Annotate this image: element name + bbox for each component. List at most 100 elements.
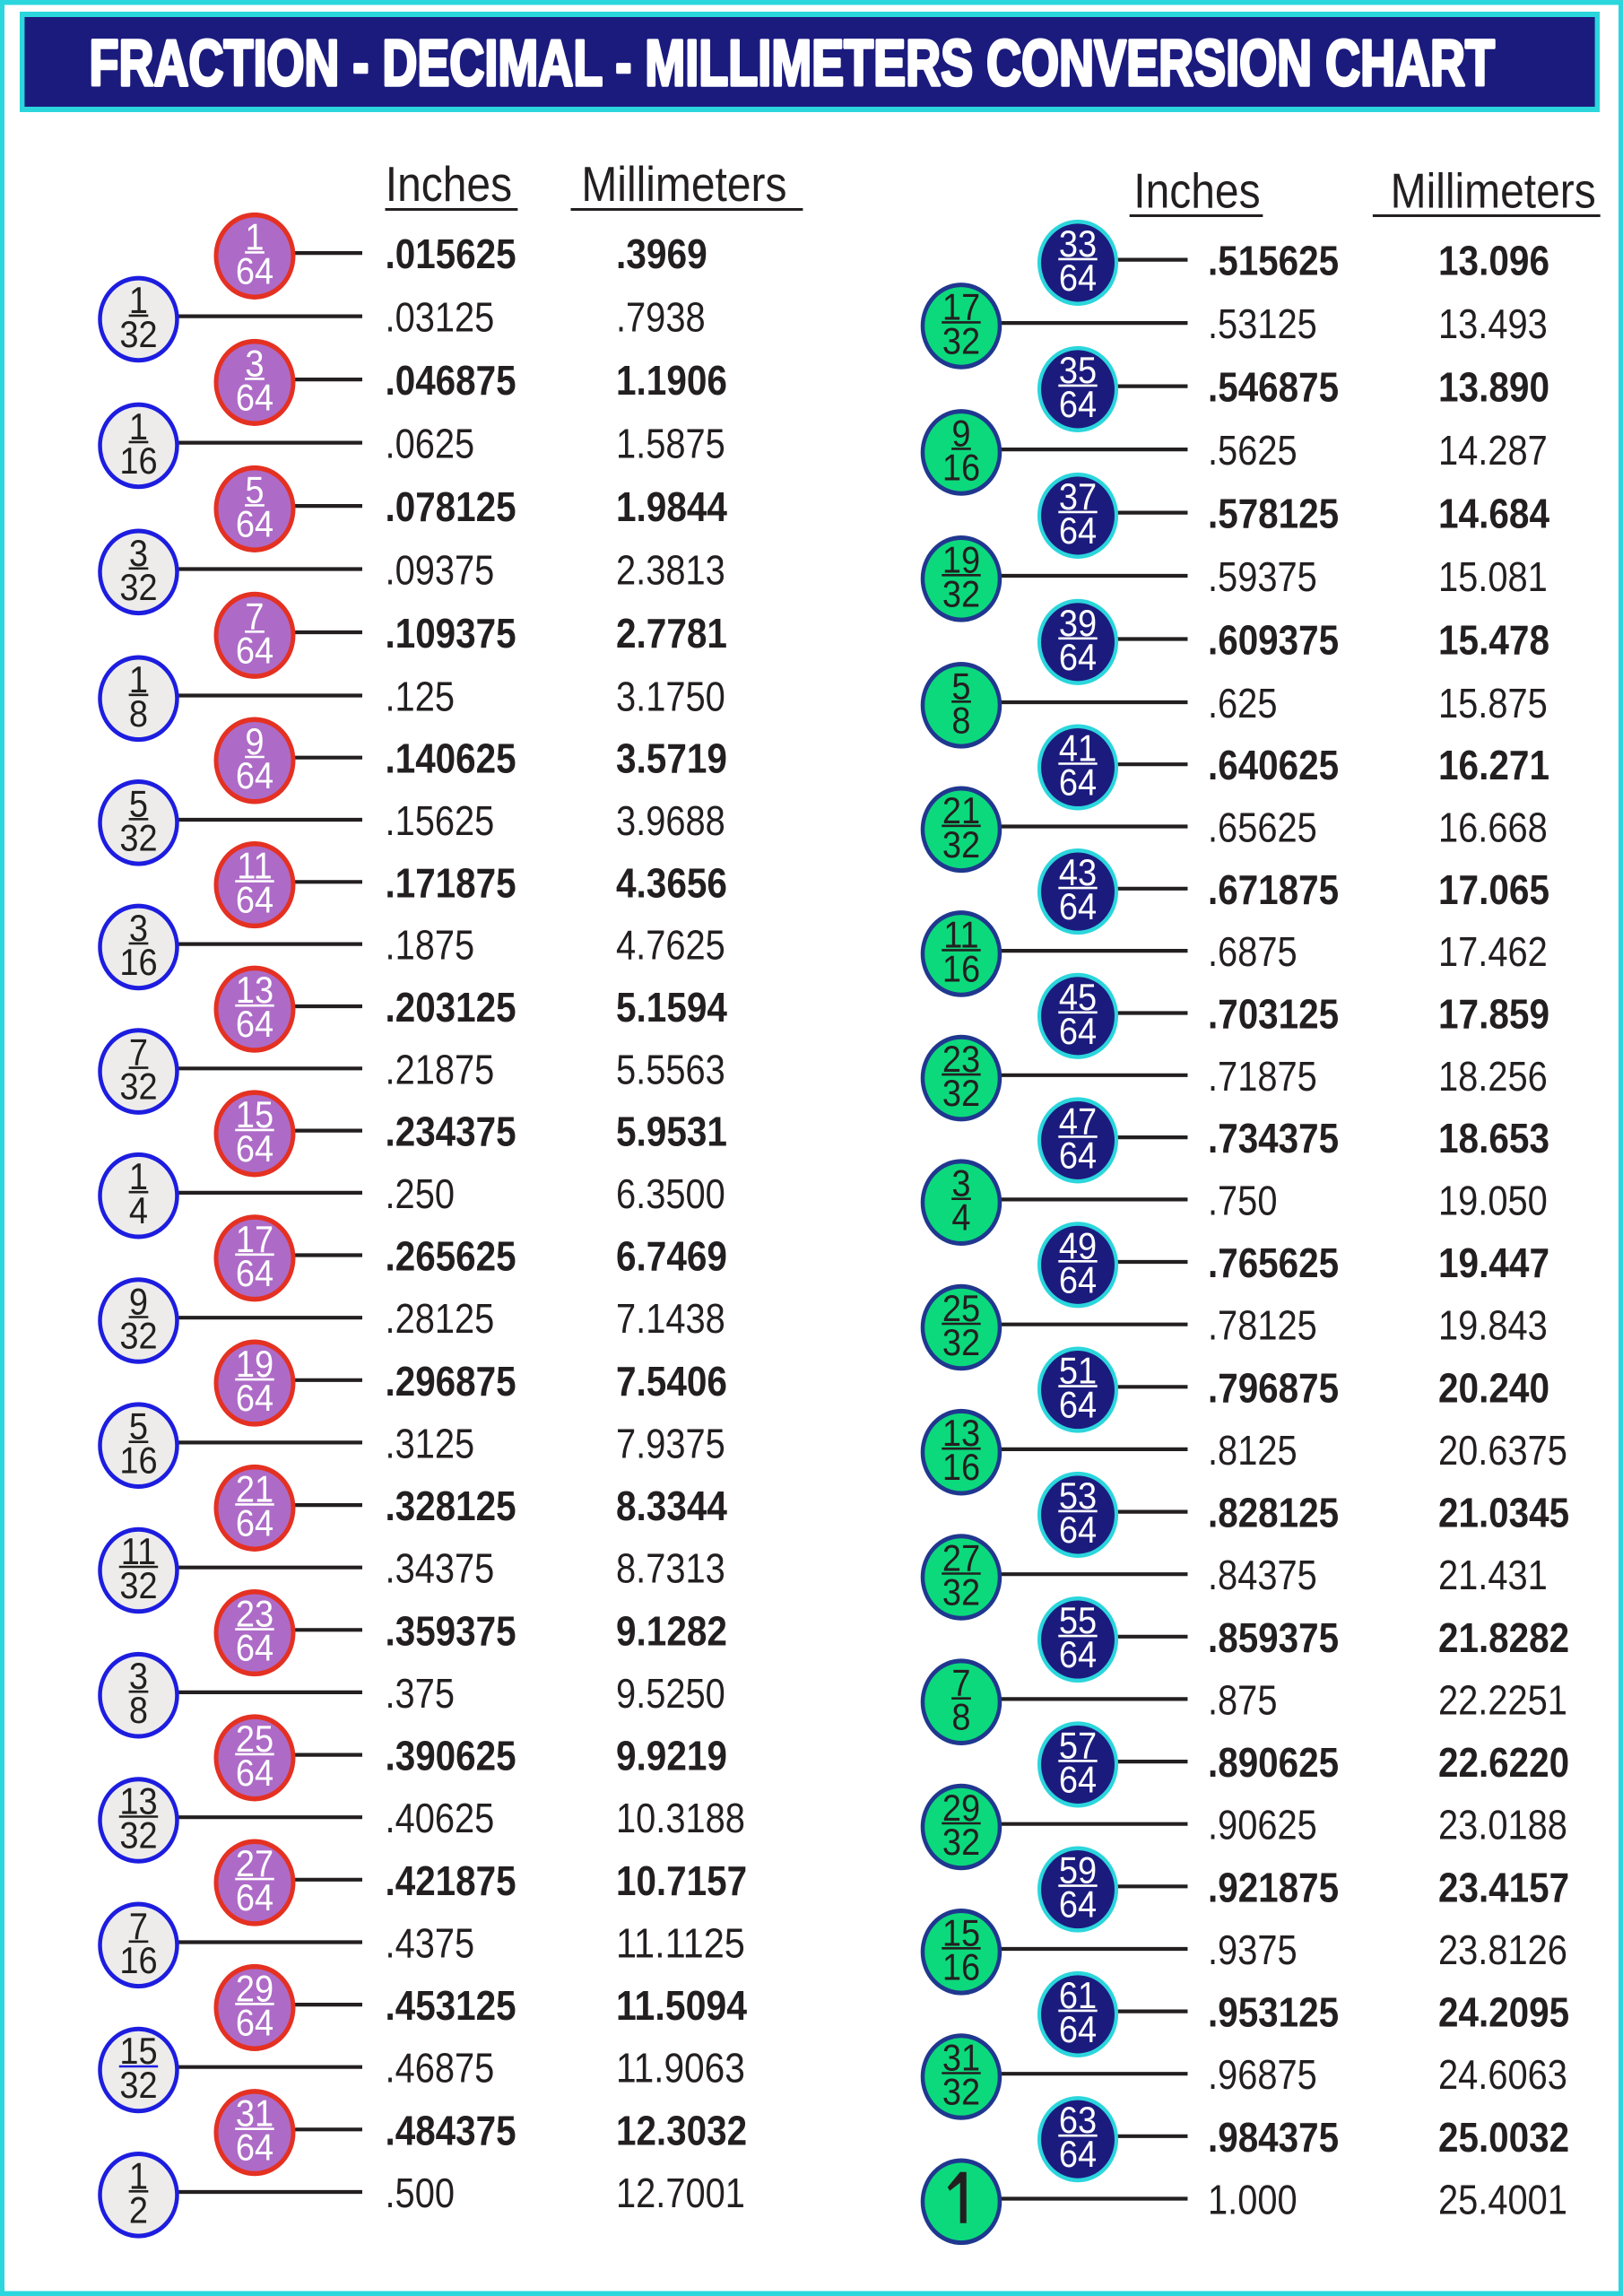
svg-text:11.1125: 11.1125 (616, 1921, 745, 1967)
svg-text:32: 32 (119, 2065, 157, 2106)
svg-text:64: 64 (236, 2003, 273, 2044)
svg-text:.484375: .484375 (386, 2108, 516, 2153)
svg-text:.3969: .3969 (616, 231, 707, 277)
svg-text:Millimeters: Millimeters (1391, 164, 1596, 219)
svg-text:16: 16 (942, 448, 980, 489)
svg-text:1.1906: 1.1906 (616, 358, 727, 404)
svg-text:25.4001: 25.4001 (1438, 2178, 1567, 2223)
svg-text:.6875: .6875 (1208, 929, 1298, 975)
svg-text:.578125: .578125 (1208, 491, 1339, 537)
svg-text:7.1438: 7.1438 (616, 1296, 725, 1342)
svg-text:9.1282: 9.1282 (616, 1608, 727, 1654)
svg-text:21.431: 21.431 (1438, 1552, 1548, 1598)
svg-text:64: 64 (236, 251, 273, 292)
svg-text:.234375: .234375 (386, 1109, 516, 1155)
svg-text:18.256: 18.256 (1438, 1054, 1548, 1100)
svg-text:.40625: .40625 (386, 1796, 495, 1841)
svg-text:4.3656: 4.3656 (616, 860, 727, 906)
svg-text:64: 64 (1059, 1135, 1097, 1177)
svg-text:7: 7 (129, 1906, 148, 1947)
svg-text:64: 64 (1059, 2009, 1097, 2050)
svg-text:64: 64 (236, 880, 273, 921)
svg-text:.515625: .515625 (1208, 239, 1339, 284)
svg-text:.859375: .859375 (1208, 1615, 1339, 1661)
svg-text:.890625: .890625 (1208, 1740, 1339, 1786)
svg-text:3.5719: 3.5719 (616, 736, 727, 782)
svg-text:.1875: .1875 (386, 923, 475, 969)
svg-text:32: 32 (119, 1066, 157, 1108)
svg-text:15.478: 15.478 (1438, 618, 1549, 664)
svg-text:.390625: .390625 (386, 1734, 516, 1779)
svg-text:16.271: 16.271 (1438, 743, 1549, 788)
svg-text:17.462: 17.462 (1438, 929, 1548, 975)
svg-text:32: 32 (942, 1322, 980, 1363)
svg-text:22.6220: 22.6220 (1438, 1740, 1569, 1786)
svg-text:.59375: .59375 (1208, 554, 1317, 600)
svg-text:24.2095: 24.2095 (1438, 1990, 1569, 2036)
svg-text:19.050: 19.050 (1438, 1178, 1548, 1224)
svg-text:64: 64 (1059, 1760, 1097, 1801)
svg-text:23.4157: 23.4157 (1438, 1865, 1569, 1910)
svg-text:32: 32 (942, 321, 980, 362)
svg-text:64: 64 (236, 755, 273, 796)
svg-text:16: 16 (942, 949, 980, 990)
svg-text:9: 9 (129, 1282, 148, 1323)
svg-text:3: 3 (129, 1657, 148, 1698)
svg-text:.34375: .34375 (386, 1546, 495, 1592)
svg-text:7.9375: 7.9375 (616, 1422, 725, 1467)
svg-text:64: 64 (1059, 510, 1097, 552)
svg-text:8.7313: 8.7313 (616, 1546, 725, 1592)
svg-text:.90625: .90625 (1208, 1803, 1317, 1848)
svg-text:9.9219: 9.9219 (616, 1734, 727, 1779)
svg-text:Inches: Inches (386, 158, 512, 213)
svg-text:16: 16 (942, 1947, 980, 1988)
svg-text:Inches: Inches (1133, 164, 1260, 219)
svg-text:.250: .250 (386, 1171, 455, 1217)
svg-text:9: 9 (245, 721, 264, 762)
svg-text:64: 64 (236, 378, 273, 419)
svg-text:1.9844: 1.9844 (616, 484, 728, 530)
svg-text:1: 1 (129, 406, 148, 448)
svg-text:.28125: .28125 (386, 1296, 495, 1342)
svg-text:.625: .625 (1208, 681, 1277, 726)
svg-text:32: 32 (119, 1815, 157, 1857)
svg-text:.078125: .078125 (386, 484, 516, 530)
svg-text:64: 64 (236, 1128, 273, 1170)
svg-text:.8125: .8125 (1208, 1428, 1298, 1474)
svg-text:15.081: 15.081 (1438, 554, 1548, 600)
svg-text:.3125: .3125 (386, 1422, 475, 1467)
svg-text:.109375: .109375 (386, 611, 516, 657)
svg-text:.96875: .96875 (1208, 2052, 1317, 2098)
svg-text:32: 32 (942, 1572, 980, 1613)
svg-text:64: 64 (1059, 1260, 1097, 1301)
svg-text:.375: .375 (386, 1671, 455, 1717)
svg-text:8: 8 (951, 700, 970, 742)
svg-text:.46875: .46875 (386, 2046, 495, 2092)
svg-text:5.5563: 5.5563 (616, 1047, 725, 1092)
svg-text:.750: .750 (1208, 1178, 1277, 1224)
svg-text:.953125: .953125 (1208, 1990, 1339, 2036)
svg-text:.78125: .78125 (1208, 1303, 1317, 1349)
svg-text:7.5406: 7.5406 (616, 1359, 727, 1405)
svg-text:Millimeters: Millimeters (581, 158, 786, 213)
svg-text:5: 5 (951, 666, 970, 708)
svg-text:5.1594: 5.1594 (616, 985, 728, 1031)
svg-text:10.3188: 10.3188 (616, 1796, 745, 1841)
svg-text:25.0032: 25.0032 (1438, 2115, 1569, 2161)
svg-text:.265625: .265625 (386, 1234, 516, 1280)
svg-text:21.0345: 21.0345 (1438, 1491, 1569, 1536)
svg-text:11.9063: 11.9063 (616, 2046, 745, 2092)
svg-text:20.240: 20.240 (1438, 1365, 1549, 1411)
svg-text:64: 64 (1059, 384, 1097, 425)
svg-text:.359375: .359375 (386, 1608, 516, 1654)
svg-text:10.7157: 10.7157 (616, 1858, 747, 1904)
svg-text:5.9531: 5.9531 (616, 1109, 727, 1155)
svg-text:.65625: .65625 (1208, 805, 1317, 851)
svg-text:64: 64 (236, 1253, 273, 1294)
svg-text:64: 64 (1059, 1011, 1097, 1052)
svg-text:3.9688: 3.9688 (616, 798, 725, 844)
svg-text:2.3813: 2.3813 (616, 548, 725, 594)
svg-text:64: 64 (1059, 886, 1097, 927)
svg-text:1.5875: 1.5875 (616, 422, 725, 467)
svg-text:.546875: .546875 (1208, 365, 1339, 411)
